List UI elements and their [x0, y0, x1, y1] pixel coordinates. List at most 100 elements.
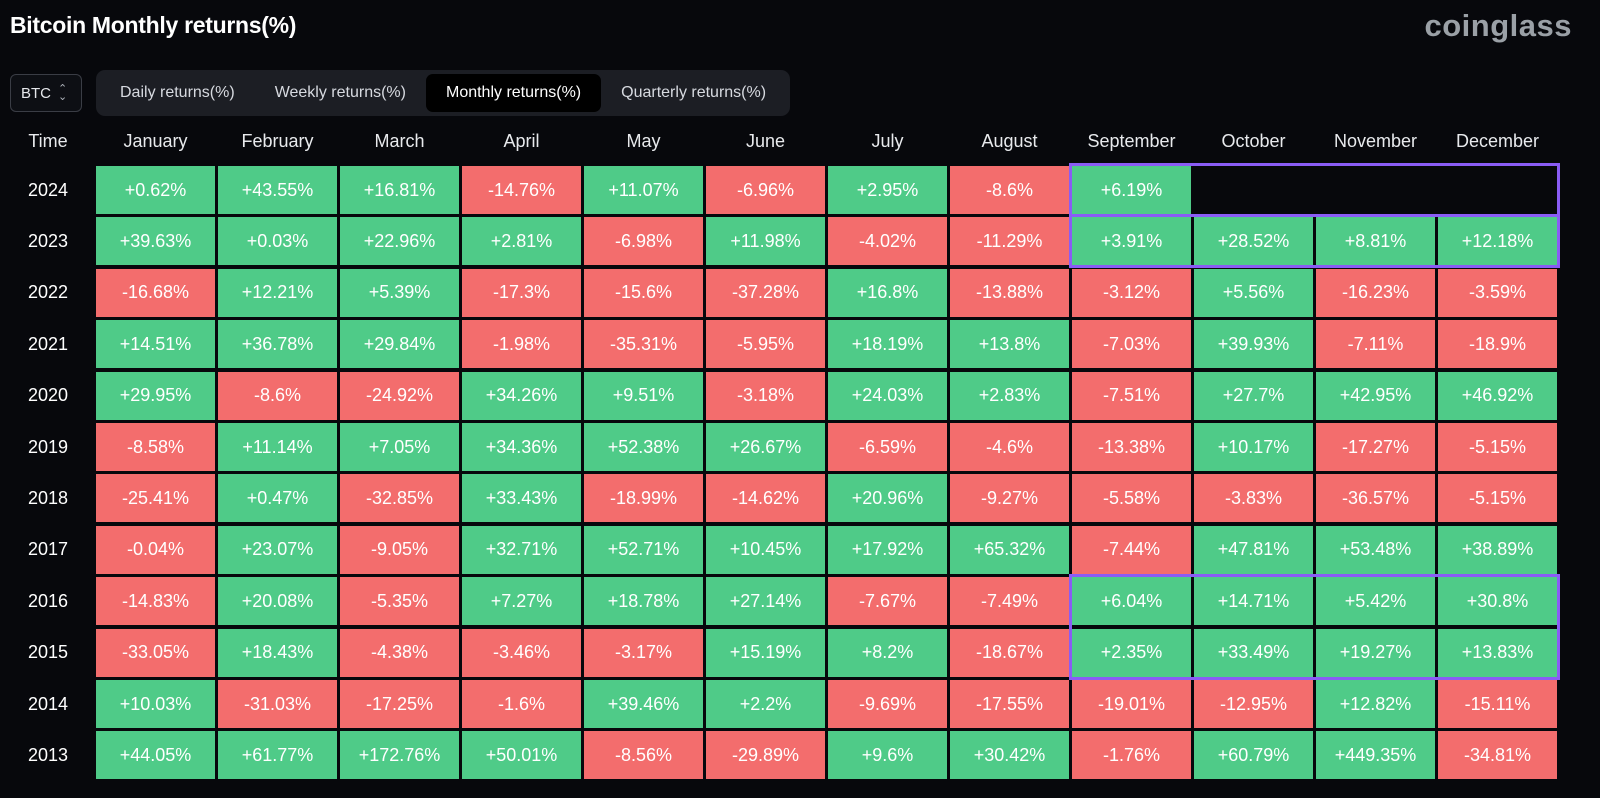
return-cell: +6.19%	[1072, 166, 1191, 214]
column-header-november: November	[1333, 130, 1418, 151]
column-header-september: September	[1087, 130, 1176, 151]
return-cell: -4.6%	[950, 423, 1069, 471]
asset-select[interactable]: BTC ⌃ ⌄	[10, 74, 82, 112]
return-cell: +61.77%	[218, 731, 337, 780]
tab-monthly-returns[interactable]: Monthly returns(%)	[425, 74, 602, 112]
tab-daily-returns[interactable]: Daily returns(%)	[120, 84, 235, 101]
return-cell: -1.6%	[462, 680, 581, 728]
return-cell: -16.23%	[1316, 268, 1435, 317]
return-cell: +27.14%	[706, 577, 825, 626]
return-cell: +53.48%	[1316, 525, 1435, 574]
return-cell: +34.36%	[462, 423, 581, 471]
return-cell: +22.96%	[340, 217, 459, 266]
return-cell: +14.71%	[1194, 577, 1313, 626]
return-cell: +2.35%	[1072, 628, 1191, 677]
return-cell: +47.81%	[1194, 525, 1313, 574]
return-cell: +19.27%	[1316, 628, 1435, 677]
return-cell: -16.68%	[96, 268, 215, 317]
column-header-may: May	[626, 130, 661, 151]
return-cell: -9.05%	[340, 525, 459, 574]
return-cell: +65.32%	[950, 525, 1069, 574]
return-cell: -37.28%	[706, 268, 825, 317]
return-cell: +30.42%	[950, 731, 1069, 780]
return-cell: +9.6%	[828, 731, 947, 780]
return-cell: -14.76%	[462, 166, 581, 214]
return-cell: +2.83%	[950, 371, 1069, 420]
return-cell: -29.89%	[706, 731, 825, 780]
return-cell: +30.8%	[1438, 577, 1557, 626]
return-cell: -9.27%	[950, 474, 1069, 523]
return-cell: +29.84%	[340, 320, 459, 369]
return-cell: -14.62%	[706, 474, 825, 523]
return-cell: +26.67%	[706, 423, 825, 471]
monthly-returns-table: Time January February March April May June Jul…	[0, 122, 1600, 798]
return-cell: +5.42%	[1316, 577, 1435, 626]
row-year-label: 2013	[27, 744, 69, 765]
column-header-june: June	[745, 130, 786, 151]
return-cell: -11.29%	[950, 217, 1069, 266]
return-cell: +16.81%	[340, 166, 459, 214]
tab-weekly-returns[interactable]: Weekly returns(%)	[274, 84, 406, 101]
return-cell: +39.46%	[584, 680, 703, 728]
return-cell: -33.05%	[96, 628, 215, 677]
return-cell: +18.19%	[828, 320, 947, 369]
return-cell: -3.83%	[1194, 474, 1313, 523]
row-year-label: 2014	[27, 693, 69, 714]
return-cell: -15.11%	[1438, 680, 1557, 728]
return-cell: +10.45%	[706, 525, 825, 574]
return-cell: -3.46%	[462, 628, 581, 677]
return-cell: -25.41%	[96, 474, 215, 523]
return-cell: +18.43%	[218, 628, 337, 677]
return-cell: +20.96%	[828, 474, 947, 523]
return-cell: +10.03%	[96, 680, 215, 728]
return-cell: +17.92%	[828, 525, 947, 574]
return-cell: +39.93%	[1194, 320, 1313, 369]
return-cell: -7.67%	[828, 577, 947, 626]
row-year-label: 2020	[27, 385, 69, 406]
return-cell: -6.96%	[706, 166, 825, 214]
return-cell: +11.07%	[584, 166, 703, 214]
return-cell: -14.83%	[96, 577, 215, 626]
return-cell: +20.08%	[218, 577, 337, 626]
return-cell: +38.89%	[1438, 525, 1557, 574]
return-cell: +11.14%	[218, 423, 337, 471]
column-header-july: July	[871, 130, 904, 151]
return-cell: +7.27%	[462, 577, 581, 626]
return-cell: +33.43%	[462, 474, 581, 523]
return-cell: +28.52%	[1194, 217, 1313, 266]
return-cell: +27.7%	[1194, 371, 1313, 420]
return-cell: +2.2%	[706, 680, 825, 728]
return-cell: +29.95%	[96, 371, 215, 420]
return-cell: -31.03%	[218, 680, 337, 728]
return-cell: -5.95%	[706, 320, 825, 369]
return-cell: -3.17%	[584, 628, 703, 677]
return-cell: -8.56%	[584, 731, 703, 780]
return-cell: +13.8%	[950, 320, 1069, 369]
return-cell: +12.82%	[1316, 680, 1435, 728]
row-year-label: 2018	[27, 487, 69, 508]
return-cell: +8.2%	[828, 628, 947, 677]
return-cell: +5.39%	[340, 268, 459, 317]
return-cell: -8.6%	[218, 371, 337, 420]
return-cell: +36.78%	[218, 320, 337, 369]
up-down-chevron-icon: ⌃ ⌄	[58, 83, 68, 103]
column-header-february: February	[241, 130, 314, 151]
row-year-label: 2021	[27, 333, 69, 354]
return-cell: -7.11%	[1316, 320, 1435, 369]
return-cell: +5.56%	[1194, 268, 1313, 317]
return-cell: -17.55%	[950, 680, 1069, 728]
return-cell: -1.98%	[462, 320, 581, 369]
return-cell: +52.38%	[584, 423, 703, 471]
return-cell: -3.59%	[1438, 268, 1557, 317]
return-cell: +24.03%	[828, 371, 947, 420]
return-cell: -7.03%	[1072, 320, 1191, 369]
return-cell: -3.12%	[1072, 268, 1191, 317]
returns-period-tabs: Daily returns(%) Weekly returns(%) Month…	[96, 70, 791, 116]
return-cell: +50.01%	[462, 731, 581, 780]
return-cell: -18.9%	[1438, 320, 1557, 369]
return-cell: +2.95%	[828, 166, 947, 214]
return-cell: -12.95%	[1194, 680, 1313, 728]
return-cell: -24.92%	[340, 371, 459, 420]
column-header-march: March	[374, 130, 425, 151]
tab-quarterly-returns[interactable]: Quarterly returns(%)	[621, 84, 767, 101]
